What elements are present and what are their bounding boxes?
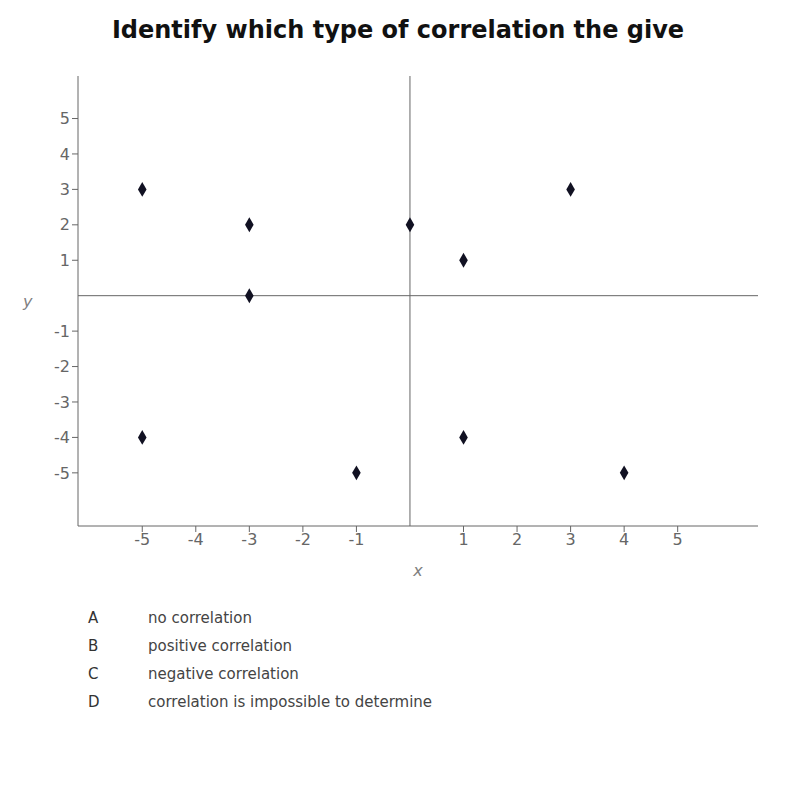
html-text:A: A xyxy=(88,609,99,627)
svg-text:-2: -2 xyxy=(295,530,311,549)
svg-text:4: 4 xyxy=(619,530,629,549)
svg-text:-3: -3 xyxy=(241,530,257,549)
svg-text:3: 3 xyxy=(60,180,70,199)
html-text:D: D xyxy=(88,693,100,711)
html-text:correlation is impossible to d: correlation is impossible to determine xyxy=(148,693,433,711)
svg-text:5: 5 xyxy=(673,530,683,549)
svg-text:4: 4 xyxy=(60,145,70,164)
svg-text:-5: -5 xyxy=(134,530,150,549)
svg-text:2: 2 xyxy=(60,215,70,234)
html-text:positive correlation: positive correlation xyxy=(148,637,293,655)
html-text:B: B xyxy=(88,637,99,655)
html-text:C: C xyxy=(88,665,99,683)
html-text:Identify which type of correla: Identify which type of correlation the g… xyxy=(111,16,685,44)
svg-text:y: y xyxy=(22,292,33,311)
svg-text:-5: -5 xyxy=(54,464,70,483)
svg-text:-4: -4 xyxy=(54,428,70,447)
svg-text:-1: -1 xyxy=(54,322,70,341)
svg-text:3: 3 xyxy=(566,530,576,549)
svg-text:5: 5 xyxy=(60,109,70,128)
svg-text:1: 1 xyxy=(458,530,468,549)
html-text:no correlation: no correlation xyxy=(148,609,252,627)
svg-text:-2: -2 xyxy=(54,357,70,376)
svg-text:-1: -1 xyxy=(348,530,364,549)
svg-text:-4: -4 xyxy=(188,530,204,549)
svg-text:-3: -3 xyxy=(54,393,70,412)
svg-text:2: 2 xyxy=(512,530,522,549)
svg-text:x: x xyxy=(412,561,423,580)
svg-text:1: 1 xyxy=(60,251,70,270)
html-text:negative correlation: negative correlation xyxy=(148,665,299,683)
